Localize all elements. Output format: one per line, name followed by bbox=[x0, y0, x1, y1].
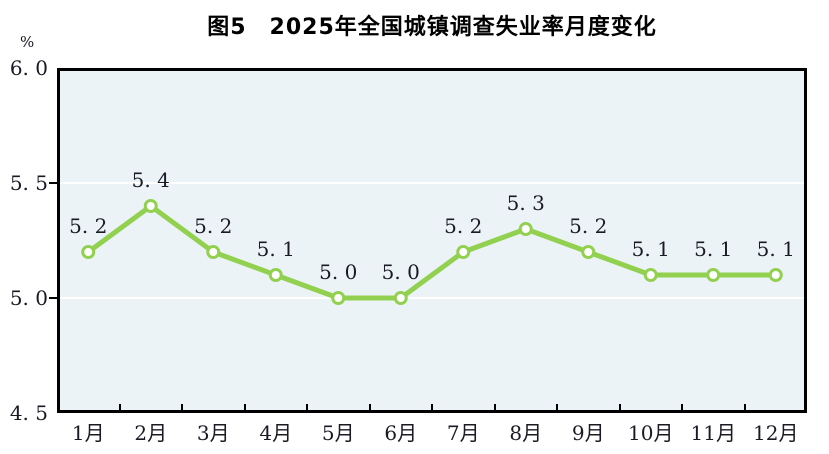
x-axis-tick bbox=[181, 404, 183, 413]
x-axis-tick bbox=[431, 404, 433, 413]
y-axis-tick-label: 5. 0 bbox=[9, 286, 48, 310]
x-axis-tick-label: 8月 bbox=[509, 421, 543, 445]
x-axis-tick-label: 7月 bbox=[446, 421, 480, 445]
gridline bbox=[60, 182, 804, 184]
x-axis-tick bbox=[118, 404, 121, 413]
y-axis-unit: % bbox=[20, 33, 35, 51]
x-axis-tick-label: 1月 bbox=[71, 421, 105, 445]
y-axis-tick-label: 6. 0 bbox=[9, 56, 48, 80]
x-axis-tick bbox=[368, 404, 371, 413]
y-axis-tick bbox=[49, 182, 57, 184]
x-axis-tick-label: 11月 bbox=[690, 421, 736, 445]
gridline bbox=[60, 297, 804, 299]
x-axis-tick-label: 12月 bbox=[753, 421, 799, 445]
x-axis-tick-label: 3月 bbox=[196, 421, 230, 445]
chart-title: 图5 2025年全国城镇调查失业率月度变化 bbox=[207, 15, 657, 40]
x-axis-tick bbox=[306, 404, 308, 413]
x-axis-tick-label: 6月 bbox=[384, 421, 418, 445]
x-axis-tick bbox=[243, 404, 246, 413]
y-axis-tick bbox=[49, 297, 57, 299]
x-axis-tick bbox=[618, 404, 621, 413]
x-axis-tick-label: 9月 bbox=[571, 421, 605, 445]
x-axis-tick bbox=[556, 404, 558, 413]
x-axis-tick-label: 4月 bbox=[259, 421, 293, 445]
plot-area bbox=[57, 68, 807, 413]
x-axis-tick-label: 10月 bbox=[628, 421, 674, 445]
y-axis-tick-label: 5. 5 bbox=[9, 171, 48, 195]
x-axis-tick bbox=[493, 404, 496, 413]
x-axis-tick-label: 2月 bbox=[134, 421, 168, 445]
y-axis-tick-label: 4. 5 bbox=[9, 401, 48, 425]
x-axis-tick bbox=[743, 404, 746, 413]
x-axis-tick bbox=[681, 404, 683, 413]
x-axis-tick-label: 5月 bbox=[321, 421, 355, 445]
